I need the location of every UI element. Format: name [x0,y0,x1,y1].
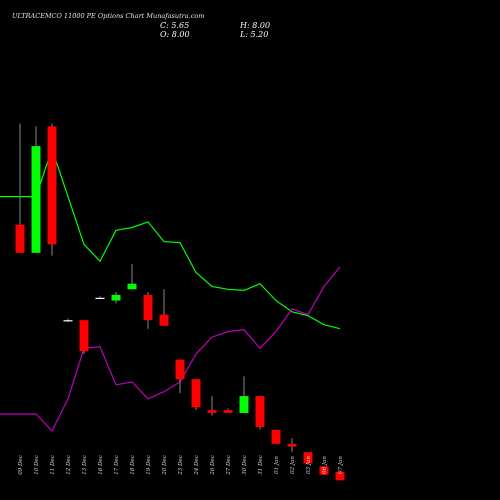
x-tick-label: 12 Dec [66,455,72,475]
candle-body-11 [191,379,201,408]
x-tick-label: 07 Jan [338,456,344,474]
x-tick-label: 03 Jan [306,456,312,474]
x-tick-label: 19 Dec [146,455,152,475]
x-tick-label: 27 Dec [226,455,232,476]
x-tick-label: 06 Jan [322,456,328,474]
candle-body-16 [271,429,281,444]
x-tick-label: 10 Dec [34,455,40,475]
x-tick-label: 18 Dec [130,455,136,475]
candle-body-0 [15,224,25,253]
x-tick-label: 24 Dec [194,455,200,476]
close-value: C: 5.65 [160,21,190,30]
candle-body-3 [63,320,73,322]
candle-body-9 [159,314,169,326]
x-tick-label: 20 Dec [162,455,168,476]
open-value: O: 8.00 [160,30,190,39]
candle-body-7 [127,283,137,290]
x-tick-label: 26 Dec [210,455,216,476]
candle-body-10 [175,359,185,380]
candle-body-4 [79,320,89,352]
x-tick-label: 11 Dec [50,455,56,475]
candle-body-13 [223,410,233,413]
series-line-0 [0,147,341,330]
x-tick-label: 09 Dec [18,455,24,475]
x-tick-label: 17 Dec [114,455,120,475]
candle-body-14 [239,396,249,413]
x-tick-label: 30 Dec [242,455,248,475]
x-tick-label: 02 Jan [290,456,296,474]
candle-body-15 [255,396,265,427]
candle-body-5 [95,297,105,299]
x-tick-label: 16 Dec [98,455,104,475]
candle-body-20 [335,471,345,481]
candle-body-12 [207,410,217,413]
x-tick-label: 01 Jan [274,456,280,474]
high-value: H: 8.00 [240,21,271,30]
candle-body-1 [31,146,41,253]
candle-body-8 [143,294,153,321]
candle-body-18 [303,452,313,464]
x-tick-label: 31 Dec [258,455,264,475]
candle-body-2 [47,126,57,245]
candle-body-17 [287,443,297,447]
candle-body-19 [319,466,329,475]
candle-body-6 [111,294,121,301]
x-tick-label: 13 Dec [82,455,88,475]
series-line-1 [0,266,341,432]
x-tick-label: 23 Dec [178,455,184,476]
low-value: L: 5.20 [240,30,269,39]
chart-title: ULTRACEMCO 11000 PE Options Chart Munafa… [12,12,205,20]
